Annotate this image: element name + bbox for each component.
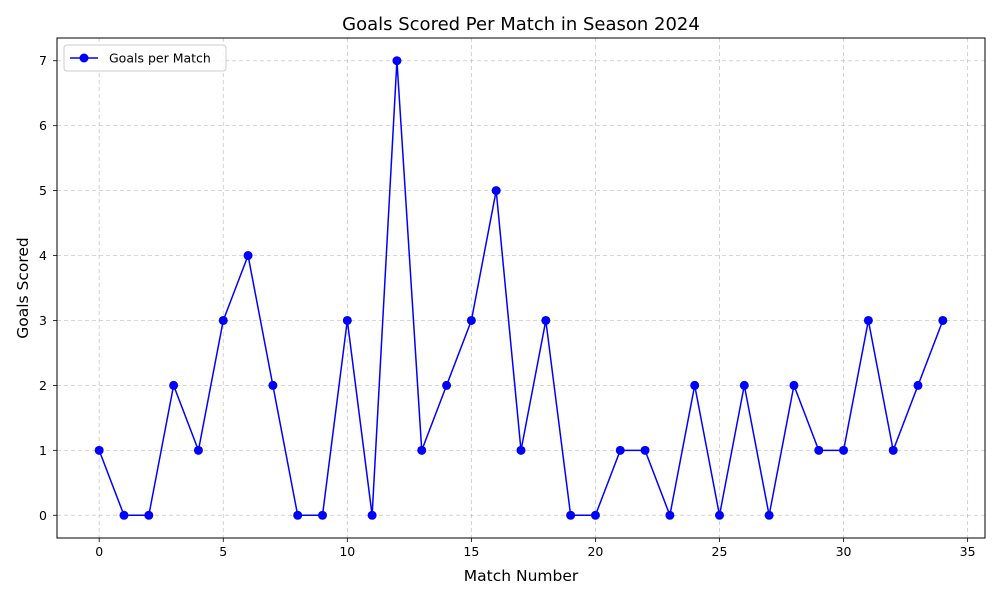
data-point bbox=[615, 445, 625, 455]
y-tick-label: 0 bbox=[39, 508, 47, 523]
data-point bbox=[317, 510, 327, 520]
plot-area-frame bbox=[56, 37, 986, 539]
x-tick-label: 20 bbox=[587, 544, 603, 559]
data-point bbox=[665, 510, 675, 520]
x-tick-label: 25 bbox=[712, 544, 728, 559]
data-point bbox=[466, 315, 476, 325]
legend: Goals per Match bbox=[63, 44, 227, 72]
data-point bbox=[218, 315, 228, 325]
data-point bbox=[442, 380, 452, 390]
data-point bbox=[839, 445, 849, 455]
data-point bbox=[814, 445, 824, 455]
x-axis-label: Match Number bbox=[464, 567, 579, 585]
data-point bbox=[938, 315, 948, 325]
data-point bbox=[789, 380, 799, 390]
y-tick-label: 1 bbox=[39, 443, 47, 458]
data-point bbox=[516, 445, 526, 455]
y-tick-label: 6 bbox=[39, 118, 47, 133]
legend-marker-swatch bbox=[79, 53, 89, 63]
data-point bbox=[739, 380, 749, 390]
x-tick-label: 0 bbox=[95, 544, 103, 559]
data-point bbox=[590, 510, 600, 520]
data-point bbox=[342, 315, 352, 325]
data-point bbox=[193, 445, 203, 455]
data-point bbox=[169, 380, 179, 390]
data-point bbox=[913, 380, 923, 390]
data-point bbox=[715, 510, 725, 520]
data-point bbox=[888, 445, 898, 455]
x-tick-label: 35 bbox=[960, 544, 976, 559]
data-point bbox=[392, 56, 402, 66]
y-tick-label: 5 bbox=[39, 183, 47, 198]
y-axis-label: Goals Scored bbox=[14, 237, 32, 339]
data-point bbox=[566, 510, 576, 520]
x-tick-label: 10 bbox=[339, 544, 355, 559]
data-point bbox=[690, 380, 700, 390]
x-tick-label: 30 bbox=[836, 544, 852, 559]
legend-label: Goals per Match bbox=[109, 51, 211, 66]
data-point bbox=[243, 251, 253, 261]
data-point bbox=[293, 510, 303, 520]
data-point bbox=[268, 380, 278, 390]
x-tick-label: 15 bbox=[463, 544, 479, 559]
data-point bbox=[640, 445, 650, 455]
y-tick-label: 7 bbox=[39, 53, 47, 68]
y-tick-label: 4 bbox=[39, 248, 47, 263]
axis-ticks: 0 5 10 15 20 25 30 35 0 1 2 3 4 5 6 7 bbox=[39, 53, 976, 559]
data-point bbox=[144, 510, 154, 520]
legend-box bbox=[63, 44, 227, 72]
data-point bbox=[417, 445, 427, 455]
chart-title: Goals Scored Per Match in Season 2024 bbox=[342, 14, 700, 35]
series-layer bbox=[94, 56, 948, 520]
y-tick-label: 2 bbox=[39, 378, 47, 393]
data-point bbox=[367, 510, 377, 520]
y-tick-label: 3 bbox=[39, 313, 47, 328]
data-point bbox=[94, 445, 104, 455]
data-point bbox=[119, 510, 129, 520]
data-point bbox=[541, 315, 551, 325]
data-point bbox=[863, 315, 873, 325]
data-point bbox=[491, 186, 501, 196]
x-tick-label: 5 bbox=[219, 544, 227, 559]
data-point bbox=[764, 510, 774, 520]
